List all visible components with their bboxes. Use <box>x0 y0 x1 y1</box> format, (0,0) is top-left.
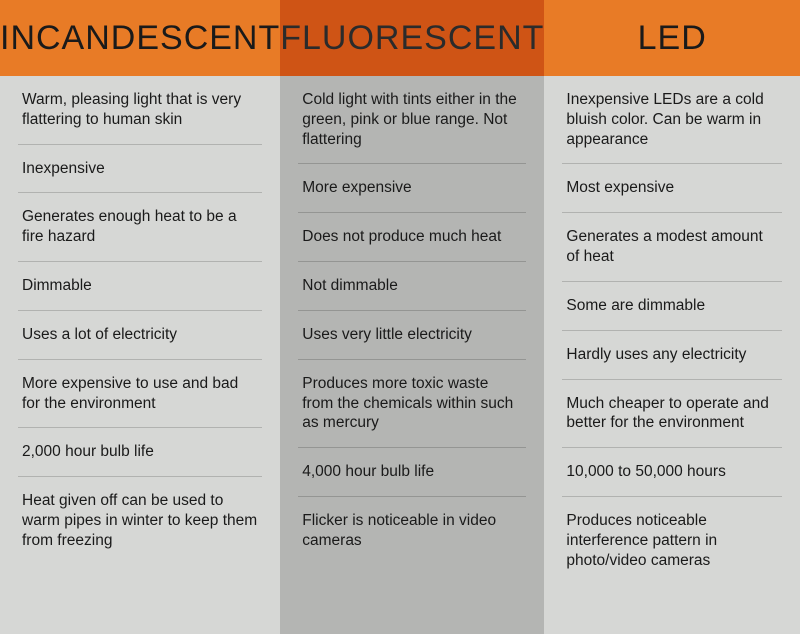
column-header: Fluorescent <box>280 0 544 76</box>
table-cell: Produces noticeable interference pattern… <box>562 497 782 584</box>
table-cell: Uses a lot of electricity <box>18 311 262 360</box>
column-led: LED Inexpensive LEDs are a cold bluish c… <box>544 0 800 634</box>
comparison-table: Incandescent Warm, pleasing light that i… <box>0 0 800 634</box>
table-cell: Inexpensive LEDs are a cold bluish color… <box>562 76 782 164</box>
column-body: Cold light with tints either in the gree… <box>280 76 544 634</box>
column-incandescent: Incandescent Warm, pleasing light that i… <box>0 0 280 634</box>
table-cell: Inexpensive <box>18 145 262 194</box>
column-header: LED <box>544 0 800 76</box>
table-cell: Produces more toxic waste from the chemi… <box>298 360 526 448</box>
table-cell: Much cheaper to operate and better for t… <box>562 380 782 449</box>
table-cell: 10,000 to 50,000 hours <box>562 448 782 497</box>
table-cell: Most expensive <box>562 164 782 213</box>
table-cell: Warm, pleasing light that is very flatte… <box>18 76 262 145</box>
table-cell: Not dimmable <box>298 262 526 311</box>
table-cell: More expensive <box>298 164 526 213</box>
table-cell: Dimmable <box>18 262 262 311</box>
table-cell: Heat given off can be used to warm pipes… <box>18 477 262 564</box>
table-cell: 4,000 hour bulb life <box>298 448 526 497</box>
column-fluorescent: Fluorescent Cold light with tints either… <box>280 0 544 634</box>
table-cell: Uses very little electricity <box>298 311 526 360</box>
table-cell: Flicker is noticeable in video cameras <box>298 497 526 565</box>
table-cell: Hardly uses any electricity <box>562 331 782 380</box>
column-body: Warm, pleasing light that is very flatte… <box>0 76 280 634</box>
table-cell: Generates enough heat to be a fire hazar… <box>18 193 262 262</box>
table-cell: More expensive to use and bad for the en… <box>18 360 262 429</box>
table-cell: 2,000 hour bulb life <box>18 428 262 477</box>
table-cell: Generates a modest amount of heat <box>562 213 782 282</box>
column-header: Incandescent <box>0 0 280 76</box>
table-cell: Cold light with tints either in the gree… <box>298 76 526 164</box>
table-cell: Some are dimmable <box>562 282 782 331</box>
column-body: Inexpensive LEDs are a cold bluish color… <box>544 76 800 634</box>
table-cell: Does not produce much heat <box>298 213 526 262</box>
